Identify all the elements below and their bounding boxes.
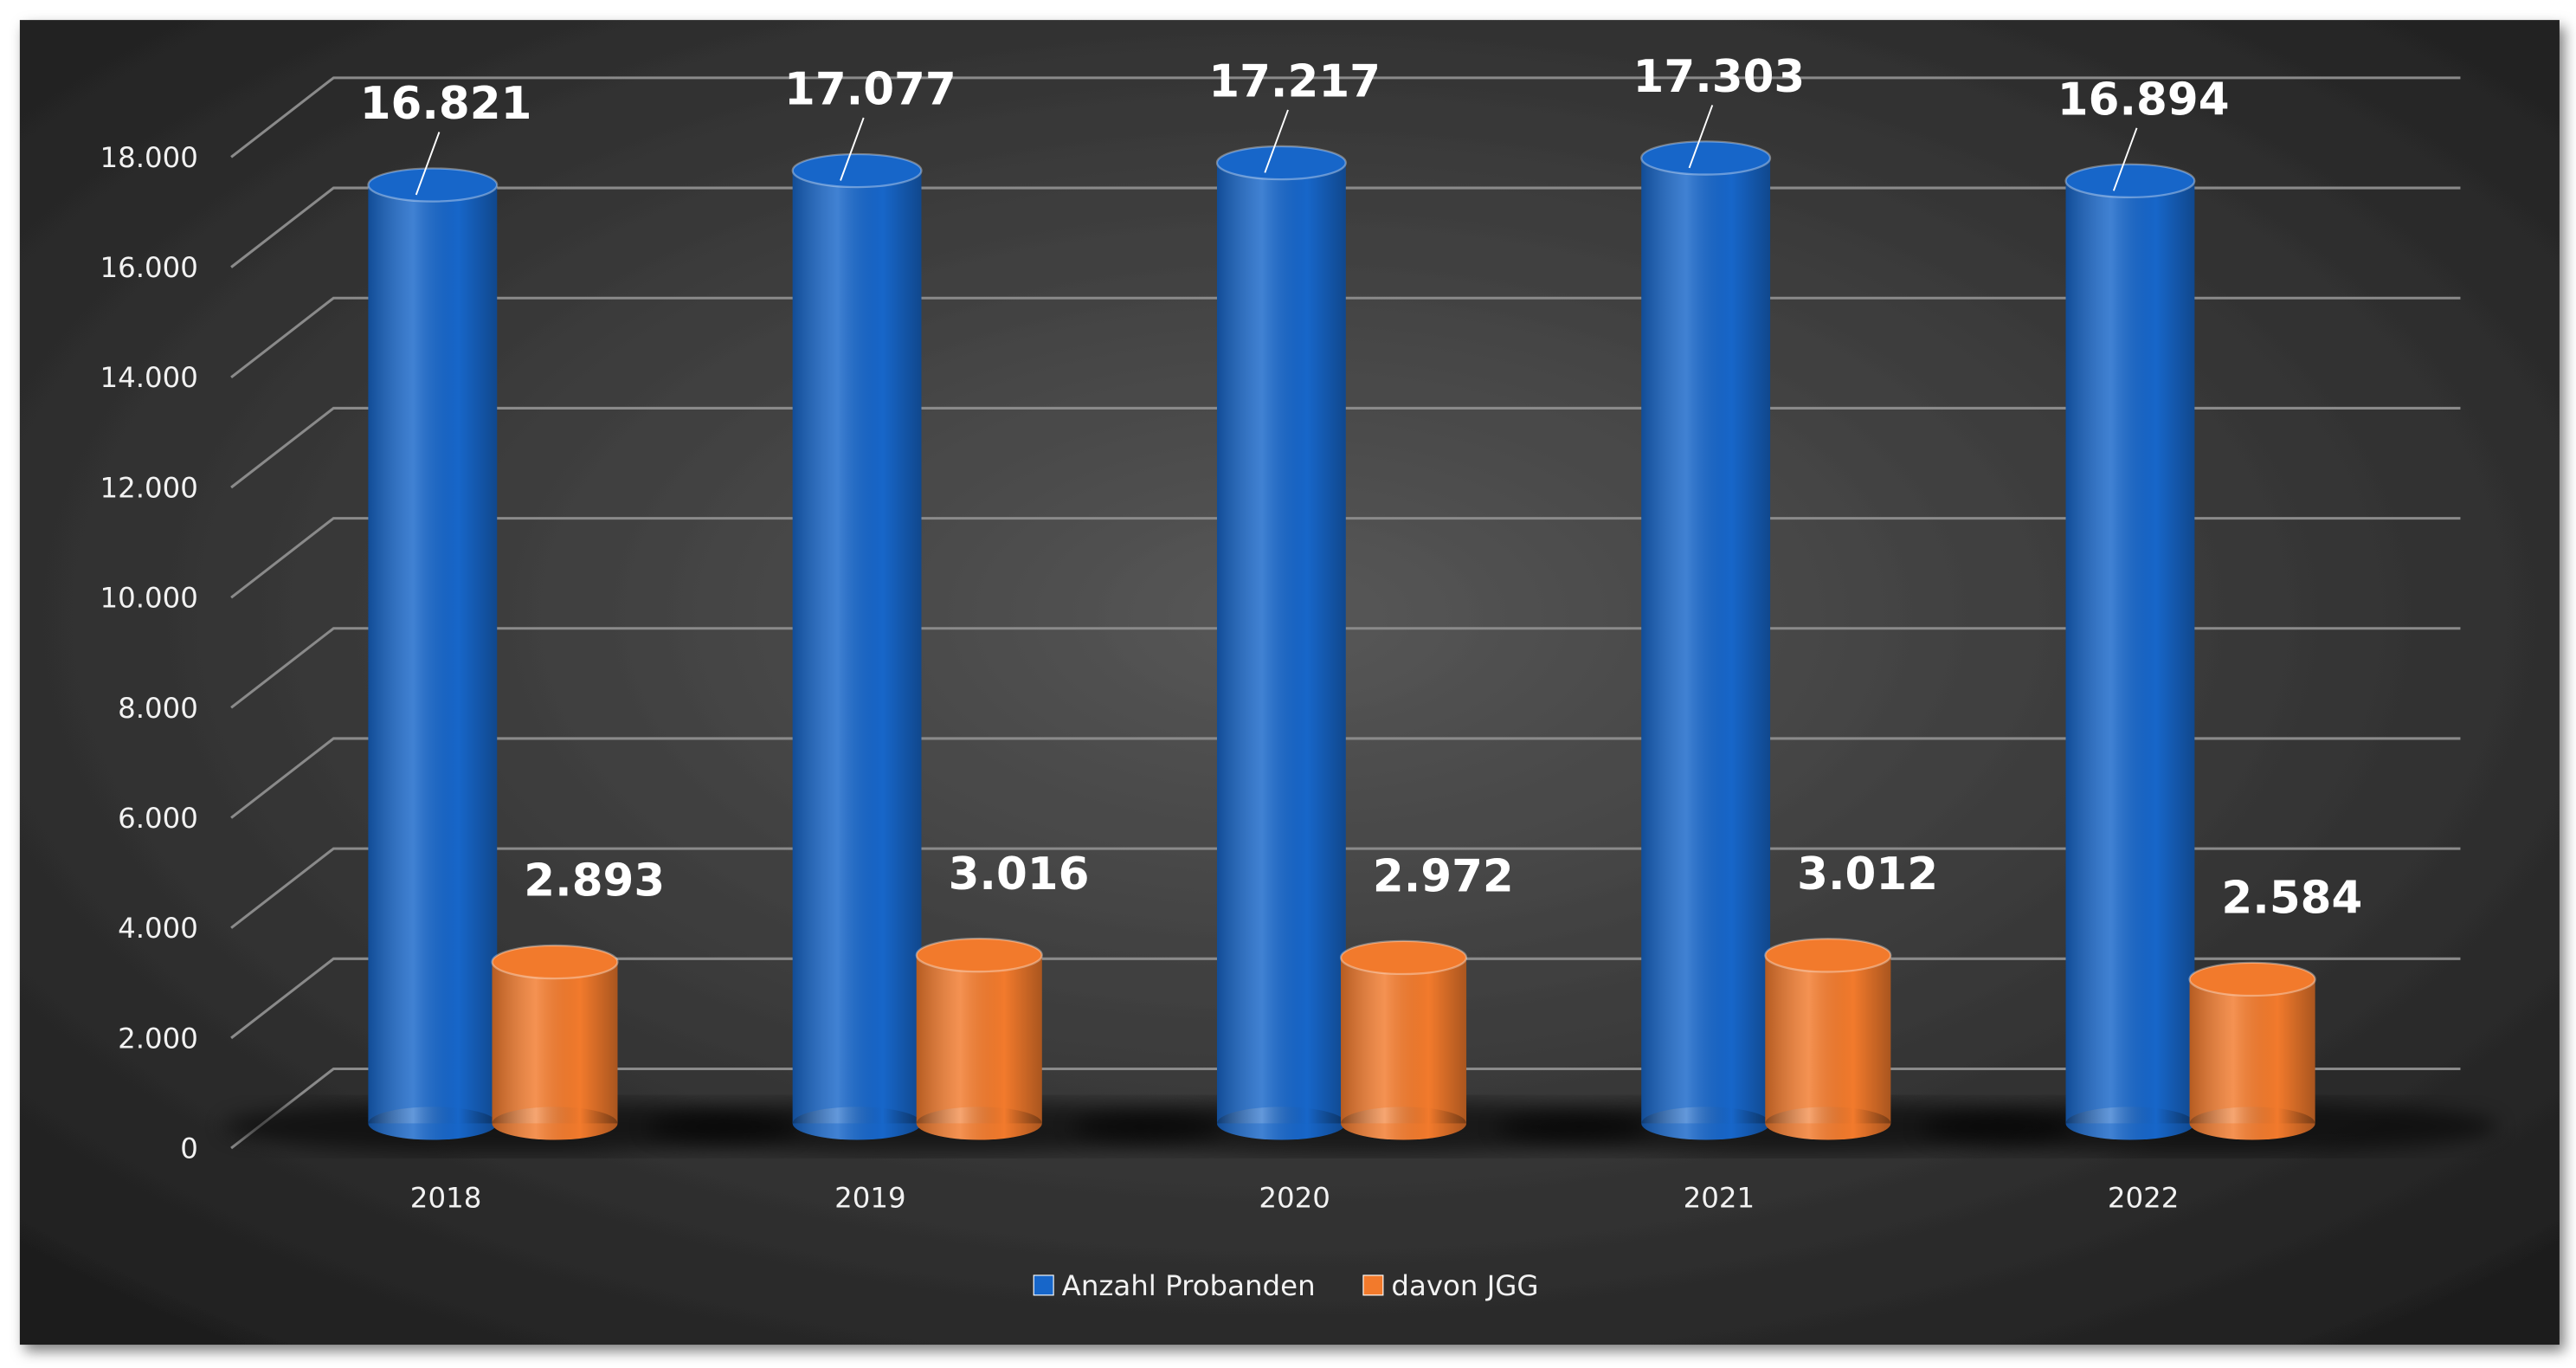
- cylinder-shade: [1641, 158, 1771, 1124]
- value-label: 16.821: [360, 78, 532, 130]
- cylinder-top: [1215, 145, 1347, 181]
- cylinder-top: [2188, 961, 2316, 997]
- plot: 0 2.000 4.000 6.000 8.000 10.000 12.000 14.000 1…: [100, 51, 2499, 1302]
- value-label: 3.012: [1797, 849, 1938, 900]
- value-label: 2.972: [1373, 851, 1514, 903]
- x-tick-label: 2019: [834, 1182, 906, 1215]
- leader-line: [415, 132, 441, 196]
- cylinder: [791, 152, 923, 1140]
- cylinder-shade: [916, 955, 1042, 1124]
- cylinder-shade: [2189, 978, 2315, 1124]
- y-tick-label: 2.000: [118, 1022, 198, 1055]
- y-tick-label: 14.000: [100, 361, 197, 394]
- value-label: 17.303: [1633, 51, 1806, 103]
- legend-label: Anzahl Probanden: [1062, 1269, 1316, 1302]
- cylinder-top: [2064, 163, 2196, 199]
- y-tick-label: 0: [180, 1132, 198, 1165]
- cylinder: [367, 167, 499, 1140]
- cylinder-top: [791, 152, 923, 189]
- cylinder: [1339, 939, 1468, 1140]
- y-tick-label: 4.000: [118, 912, 198, 945]
- leader-line: [1688, 105, 1714, 169]
- cylinder: [915, 937, 1043, 1140]
- cylinder-top: [491, 944, 619, 980]
- y-tick-label: 18.000: [100, 141, 197, 174]
- leader-line: [1264, 109, 1289, 173]
- cylinder-shade: [368, 184, 498, 1124]
- value-label: 2.584: [2221, 873, 2362, 925]
- y-tick-label: 8.000: [118, 692, 198, 725]
- x-tick-label: 2020: [1259, 1182, 1330, 1215]
- value-label: 17.217: [1208, 56, 1381, 108]
- cylinder-shade: [792, 171, 922, 1124]
- y-tick-label: 6.000: [118, 802, 198, 835]
- value-label: 3.016: [949, 849, 1090, 900]
- cylinder-top: [915, 937, 1043, 973]
- cylinder-shade: [492, 962, 618, 1124]
- cylinder-shade: [2065, 180, 2195, 1124]
- x-tick-label: 2022: [2108, 1182, 2180, 1215]
- cylinder-shade: [1216, 163, 1346, 1124]
- cylinder: [2188, 961, 2316, 1140]
- grid-line: [230, 76, 2461, 158]
- cylinder-top: [367, 167, 499, 203]
- cylinder: [1215, 145, 1347, 1140]
- cylinder: [1764, 938, 1892, 1140]
- cylinder: [1640, 140, 1772, 1140]
- legend-swatch: [1362, 1274, 1384, 1296]
- leader-line: [2112, 127, 2138, 191]
- cylinder-top: [1764, 938, 1892, 973]
- value-label: 2.893: [524, 855, 665, 907]
- x-tick-label: 2018: [410, 1182, 482, 1215]
- value-label: 16.894: [2058, 74, 2230, 126]
- leader-line: [840, 117, 865, 181]
- cylinder-shade: [1765, 955, 1891, 1124]
- cylinder-top: [1339, 939, 1468, 976]
- cylinder: [2064, 163, 2196, 1140]
- cylinder-top: [1640, 140, 1772, 176]
- legend-label: davon JGG: [1391, 1269, 1538, 1302]
- legend-swatch: [1033, 1274, 1054, 1296]
- cylinder-shade: [1341, 957, 1467, 1124]
- x-tick-label: 2021: [1684, 1182, 1755, 1215]
- y-tick-label: 10.000: [100, 582, 197, 615]
- y-tick-label: 16.000: [100, 251, 197, 284]
- y-tick-label: 12.000: [100, 471, 197, 504]
- value-label: 17.077: [784, 64, 956, 116]
- cylinder: [491, 944, 619, 1140]
